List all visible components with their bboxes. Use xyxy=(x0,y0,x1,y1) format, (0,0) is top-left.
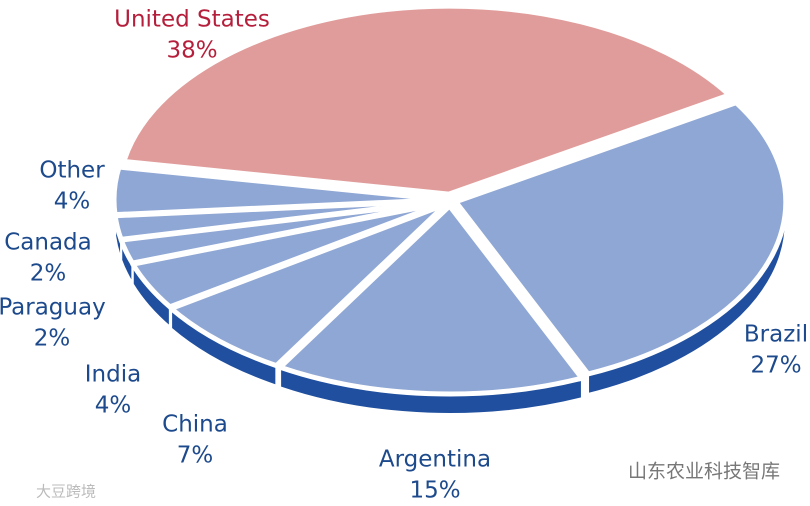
slice-value-label: 7% xyxy=(177,443,214,469)
slice-value-label: 38% xyxy=(166,38,217,64)
pie-sides xyxy=(113,199,787,415)
slice xyxy=(121,3,732,197)
slice xyxy=(111,164,447,218)
slice-value-label: 4% xyxy=(95,393,132,419)
slice-label: Other xyxy=(39,158,105,184)
slice-value-label: 4% xyxy=(54,189,91,215)
slice xyxy=(453,100,789,377)
slice xyxy=(168,201,449,369)
slice-value-label: 15% xyxy=(409,478,460,504)
watermark: 山东农业科技智库 xyxy=(628,461,780,483)
slice xyxy=(277,203,585,397)
slice-value-label: 2% xyxy=(34,326,71,352)
slice-value-label: 27% xyxy=(750,353,801,379)
slice-label: Argentina xyxy=(379,447,491,473)
slice-label: Paraguay xyxy=(0,295,106,321)
slice-value-label: 2% xyxy=(30,261,67,287)
slice-label: United States xyxy=(114,7,270,33)
slice-label: India xyxy=(85,362,141,388)
slice-label: Canada xyxy=(4,230,92,256)
slice-label: China xyxy=(162,412,228,438)
slice-label: Brazil xyxy=(744,322,808,348)
watermark: 大豆跨境 xyxy=(36,483,96,501)
